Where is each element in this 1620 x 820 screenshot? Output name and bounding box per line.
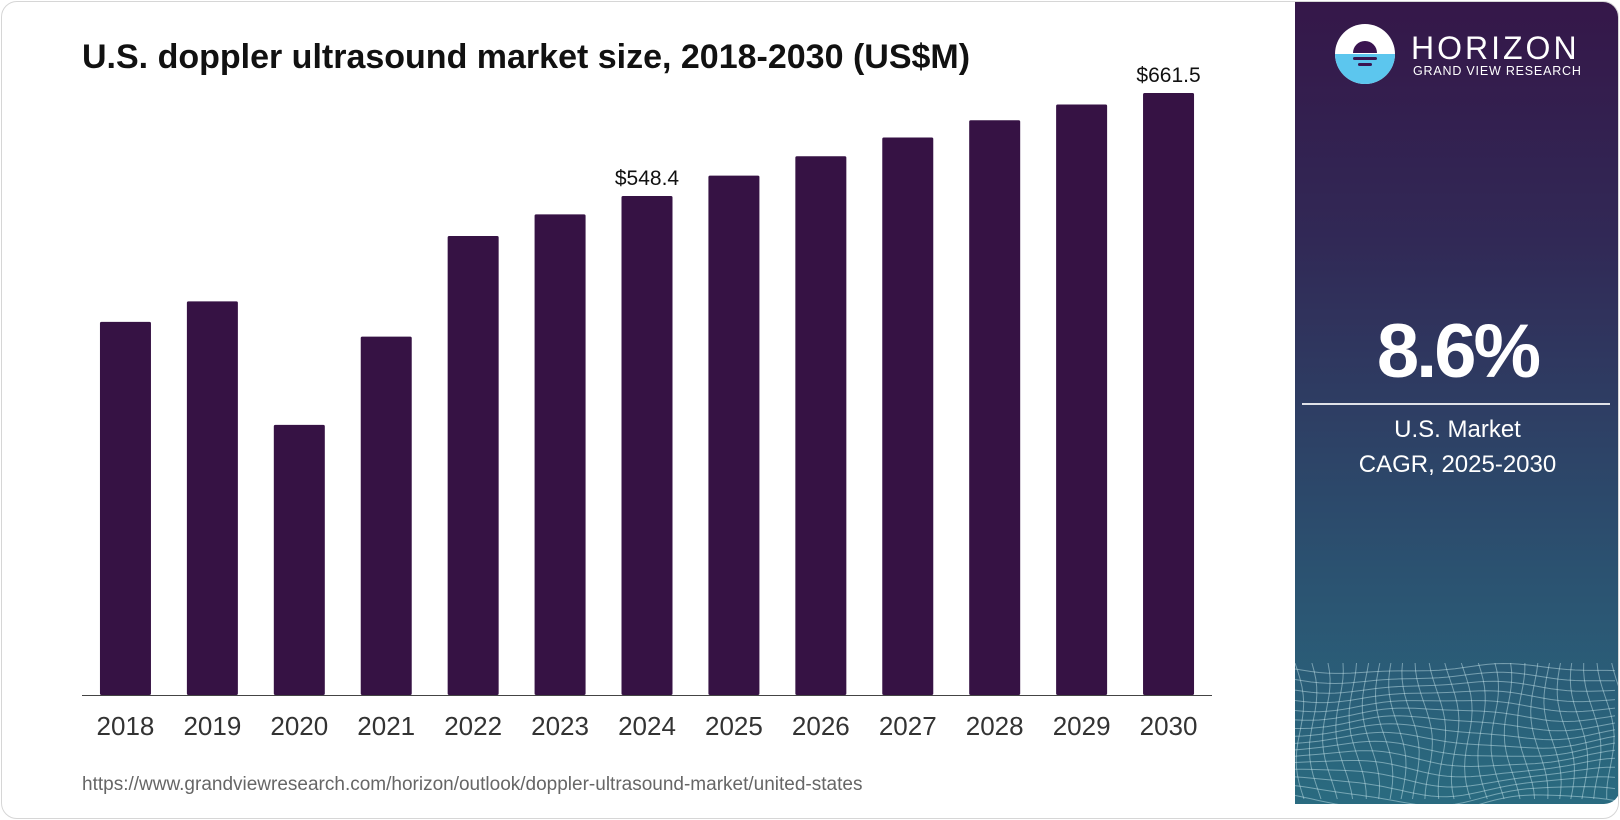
bar-2018[interactable]: [99, 321, 151, 695]
cagr-label-period: CAGR, 2025-2030: [1358, 451, 1557, 478]
bar-2025[interactable]: [708, 175, 760, 696]
horizon-logo-icon: [1335, 24, 1395, 84]
cagr-label-market: U.S. Market: [1394, 416, 1521, 443]
bar-2023[interactable]: [534, 214, 586, 695]
x-tick-label-2030: 2030: [1140, 711, 1198, 741]
cagr-value: 8.6%: [1376, 309, 1541, 394]
sidebar-panel: HORIZON GRAND VIEW RESEARCH 8.6% U.S. Ma…: [1295, 2, 1618, 804]
x-tick-label-2018: 2018: [97, 711, 155, 741]
bar-2024[interactable]: [621, 195, 673, 695]
bar-chart: 2018 2019 2020 2021 2022 2023 2024 $548.4 2025 20…: [82, 64, 1212, 741]
source-url[interactable]: https://www.grandviewresearch.com/horizo…: [82, 774, 863, 795]
x-tick-label-2019: 2019: [183, 711, 241, 741]
x-tick-label-2029: 2029: [1053, 711, 1111, 741]
brand-name: HORIZON: [1411, 30, 1580, 66]
bar-2026[interactable]: [795, 156, 847, 696]
bar-2027[interactable]: [882, 137, 934, 695]
x-tick-label-2022: 2022: [444, 711, 502, 741]
x-tick-label-2028: 2028: [966, 711, 1024, 741]
bar-2022[interactable]: [447, 235, 499, 695]
chart-title: U.S. doppler ultrasound market size, 201…: [82, 38, 971, 76]
bar-2019[interactable]: [186, 301, 238, 695]
x-tick-label-2023: 2023: [531, 711, 589, 741]
x-tick-label-2027: 2027: [879, 711, 937, 741]
x-tick-label-2025: 2025: [705, 711, 763, 741]
x-tick-label-2024: 2024: [618, 711, 676, 741]
data-label-2030: $661.5: [1136, 64, 1200, 87]
bar-2029[interactable]: [1056, 104, 1108, 696]
x-tick-label-2021: 2021: [357, 711, 415, 741]
brand-logo[interactable]: HORIZON GRAND VIEW RESEARCH: [1333, 22, 1603, 86]
bar-2030[interactable]: [1143, 93, 1195, 695]
divider: [1302, 403, 1610, 405]
x-tick-label-2026: 2026: [792, 711, 850, 741]
bar-2021[interactable]: [360, 336, 412, 695]
x-tick-label-2020: 2020: [270, 711, 328, 741]
brand-subtitle: GRAND VIEW RESEARCH: [1413, 64, 1582, 78]
wave-mesh-decoration: [1295, 663, 1618, 804]
data-label-2024: $548.4: [615, 167, 680, 190]
bar-2028[interactable]: [969, 120, 1021, 695]
bar-2020[interactable]: [273, 424, 325, 695]
